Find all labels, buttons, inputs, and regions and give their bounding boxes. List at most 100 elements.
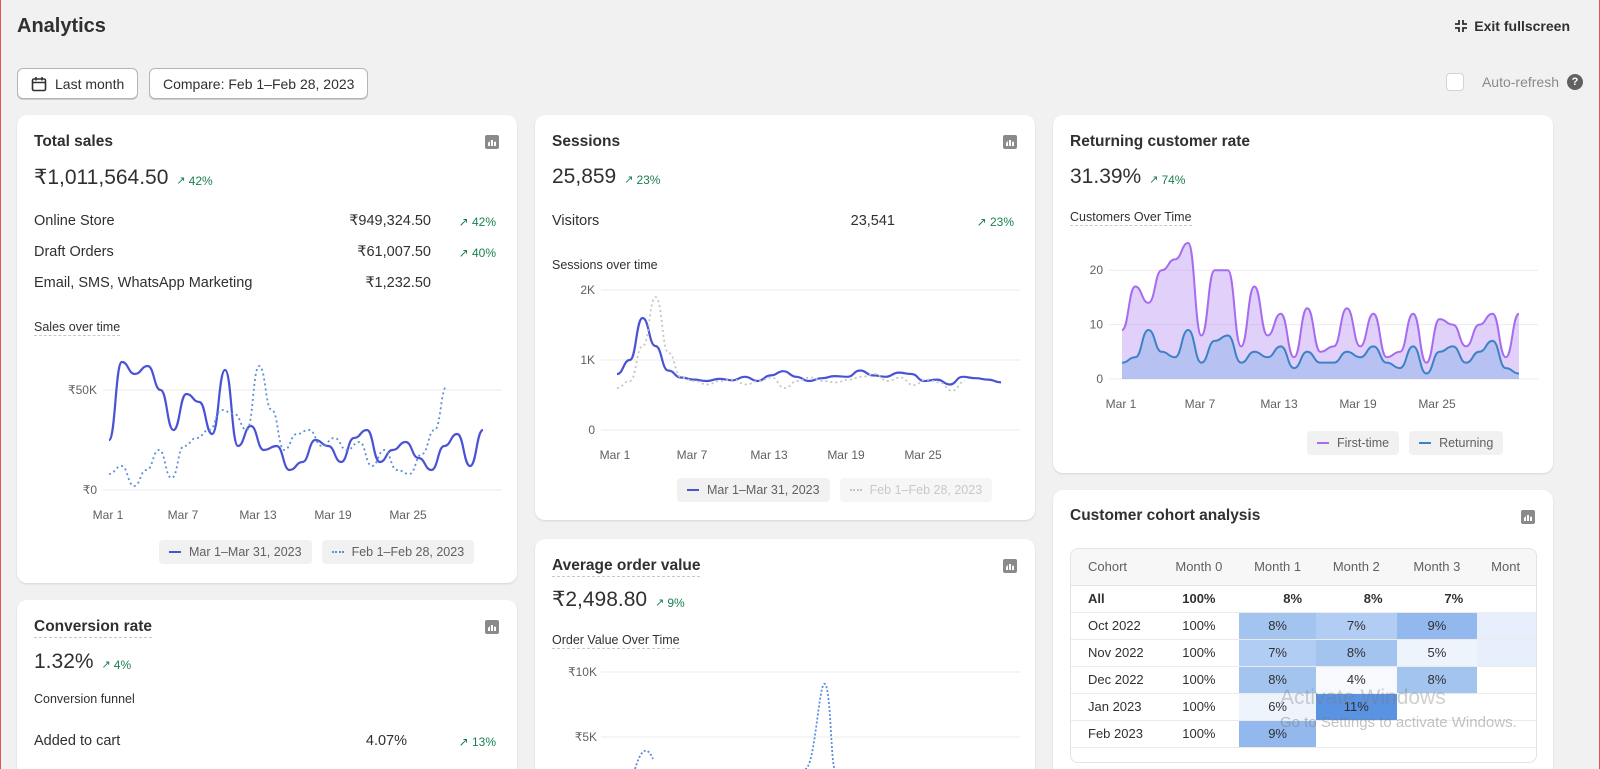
table-row: Feb 2023 100% 9% — [1071, 720, 1536, 748]
card-title: Returning customer rate — [1070, 133, 1251, 150]
breakdown-label: Draft Orders — [34, 244, 114, 260]
table-row: Dec 2022 100% 8% 4% 8% — [1071, 666, 1536, 694]
cohort-cell — [1396, 720, 1478, 748]
trend-up-icon: ↗ — [655, 597, 665, 609]
returning-card: Returning customer rate 31.39% ↗ 74% Cust… — [1053, 115, 1553, 473]
cohort-cell — [1477, 693, 1536, 721]
chart-bar-icon[interactable] — [1003, 559, 1017, 573]
cohort-table: Cohort Month 0 Month 1 Month 2 Month 3 M… — [1071, 549, 1536, 748]
legend-item[interactable]: Feb 1–Feb 28, 2023 — [321, 540, 475, 564]
x-tick: Mar 13 — [1260, 397, 1298, 411]
breakdown-trend: ↗ 42% — [458, 215, 496, 229]
breakdown-value: ₹61,007.50 — [357, 244, 431, 260]
card-title: Total sales — [34, 133, 113, 150]
x-tick: Mar 25 — [1418, 397, 1456, 411]
sessions-card: Sessions 25,859 ↗ 23% Visitors 23,541 ↗ 2… — [535, 115, 1035, 520]
chart-bar-icon[interactable] — [485, 135, 499, 149]
table-row: Nov 2022 100% 7% 8% 5% — [1071, 639, 1536, 667]
cohort-cell: 100% — [1158, 585, 1240, 613]
chart-bar-icon[interactable] — [1521, 510, 1535, 524]
chart-legend: First-time Returning — [1307, 431, 1504, 455]
legend-swatch — [169, 551, 181, 553]
legend-item[interactable]: Returning — [1409, 431, 1504, 455]
x-tick: Mar 7 — [677, 448, 708, 462]
legend-item[interactable]: Mar 1–Mar 31, 2023 — [677, 478, 830, 502]
chart-bar-icon[interactable] — [1003, 135, 1017, 149]
metric-value: ₹1,011,564.50 — [34, 166, 169, 189]
breakdown-value: 23,541 — [850, 213, 895, 229]
chart-title: Sessions over time — [552, 258, 658, 272]
metric-value: 25,859 — [552, 165, 617, 188]
cohort-cell: 8% — [1316, 585, 1397, 613]
cohort-name: Jan 2023 — [1071, 693, 1159, 721]
table-row: Oct 2022 100% 8% 7% 9% — [1071, 612, 1536, 640]
card-title: Average order value — [552, 557, 701, 577]
chart-title: Order Value Over Time — [552, 633, 680, 649]
legend-item[interactable]: First-time — [1307, 431, 1400, 455]
cohort-name: Oct 2022 — [1071, 612, 1159, 640]
cohort-header-row: Cohort Month 0 Month 1 Month 2 Month 3 M… — [1071, 549, 1536, 586]
compare-label: Compare: Feb 1–Feb 28, 2023 — [163, 75, 355, 92]
cohort-cell — [1396, 693, 1478, 721]
auto-refresh-label: Auto-refresh — [1481, 74, 1559, 90]
date-range-button[interactable]: Last month — [17, 68, 139, 99]
trend-badge: ↗ 42% — [176, 174, 212, 188]
card-title: Conversion rate — [34, 618, 153, 638]
breakdown-value: ₹1,232.50 — [365, 275, 431, 291]
series-line — [616, 296, 966, 392]
cohort-cell: 100% — [1158, 693, 1240, 721]
cohort-card: Customer cohort analysis Cohort Month 0 … — [1053, 490, 1553, 769]
chart-title: Sales over time — [34, 320, 121, 336]
legend-swatch — [849, 489, 862, 491]
legend-item[interactable]: Mar 1–Mar 31, 2023 — [159, 540, 312, 564]
x-tick: Mar 19 — [827, 448, 865, 462]
auto-refresh-checkbox[interactable] — [1445, 73, 1464, 91]
chart-title: Customers Over Time — [1070, 210, 1192, 226]
metric-value-group: ₹2,498.80 ↗ 9% — [552, 587, 685, 612]
x-tick: Mar 1 — [1106, 397, 1137, 411]
series-line — [634, 749, 654, 769]
total-sales-card: Total sales ₹1,011,564.50 ↗ 42% Online St… — [17, 115, 517, 583]
cohort-cell: 11% — [1316, 693, 1397, 721]
compare-button[interactable]: Compare: Feb 1–Feb 28, 2023 — [149, 68, 369, 99]
x-tick: Mar 13 — [239, 508, 277, 522]
cohort-name: All — [1071, 585, 1159, 613]
cohort-cell: 100% — [1158, 612, 1240, 640]
sales-chart: ₹50K ₹0 Mar 1 Mar 7 Mar 13 Mar 19 Mar 25 — [68, 360, 502, 522]
legend-label: First-time — [1337, 436, 1390, 450]
trend-value: 42% — [188, 173, 213, 188]
funnel-trend-value: 13% — [471, 735, 496, 749]
exit-fullscreen-label: Exit fullscreen — [1474, 18, 1570, 34]
sessions-chart: 2K 1K 0 Mar 1 Mar 7 Mar 13 Mar 19 Mar 25 — [580, 283, 1020, 462]
series-line — [1121, 329, 1520, 375]
y-tick: 0 — [1096, 372, 1103, 386]
legend-item[interactable]: Feb 1–Feb 28, 2023 — [839, 478, 993, 502]
cohort-cell — [1477, 720, 1536, 748]
trend-badge: ↗ 74% — [1149, 173, 1185, 187]
exit-fullscreen-button[interactable]: Exit fullscreen — [1454, 18, 1570, 34]
x-tick: Mar 25 — [389, 508, 427, 522]
cohort-cell: 9% — [1396, 612, 1478, 640]
x-tick: Mar 25 — [904, 448, 942, 462]
legend-label: Returning — [1439, 436, 1494, 450]
x-tick: Mar 1 — [600, 448, 631, 462]
trend-value: 74% — [1161, 172, 1186, 187]
chart-bar-icon[interactable] — [485, 620, 499, 634]
cohort-name: Nov 2022 — [1071, 639, 1159, 667]
legend-label: Mar 1–Mar 31, 2023 — [707, 483, 820, 497]
metric-value: 31.39% — [1070, 165, 1142, 188]
breakdown-trend-value: 40% — [471, 246, 496, 260]
cohort-name: Dec 2022 — [1071, 666, 1159, 694]
table-row: All 100% 8% 8% 7% — [1071, 585, 1536, 613]
cohort-cell: 100% — [1158, 639, 1240, 667]
legend-label: Feb 1–Feb 28, 2023 — [869, 483, 983, 497]
cohort-cell — [1477, 639, 1536, 667]
cohort-cell — [1477, 612, 1536, 640]
help-icon[interactable]: ? — [1567, 74, 1583, 90]
table-row: Jan 2023 100% 6% 11% — [1071, 693, 1536, 721]
trend-value: 4% — [113, 657, 132, 672]
breakdown-label: Online Store — [34, 213, 115, 229]
metric-value: 1.32% — [34, 650, 94, 673]
cohort-cell: 8% — [1239, 666, 1317, 694]
column-header: Month 3 — [1396, 549, 1478, 586]
